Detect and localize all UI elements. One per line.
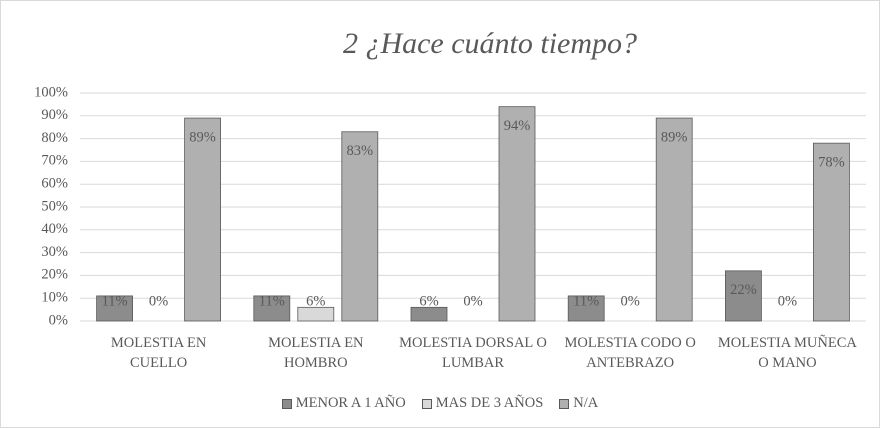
bar [567,295,605,322]
y-tick-label: 20% [41,267,68,283]
bar [96,295,133,322]
data-label: 6% [306,293,325,309]
legend-item: N/A [559,395,598,412]
chart-title: 2 ¿Hace cuánto tiempo? [343,27,637,60]
y-tick-label: 80% [41,130,68,146]
y-tick-label: 60% [41,176,68,192]
bar [498,106,536,322]
y-tick-label: 30% [41,244,68,260]
y-tick-label: 70% [41,153,68,169]
x-tick-label: MOLESTIA DORSAL O LUMBAR [399,335,547,371]
data-label: 0% [621,293,640,309]
x-tick-label: MOLESTIA EN HOMBRO [268,335,364,371]
bar [253,295,291,322]
bar [813,142,850,322]
x-tick-label: MOLESTIA EN CUELLO [110,335,207,371]
bar [410,306,448,322]
data-label: 6% [419,293,438,309]
bar [184,117,222,322]
bar [725,270,762,322]
data-label: 11% [573,293,599,309]
legend-label: MENOR A 1 AÑO [295,395,406,411]
legend-label: MAS DE 3 AÑOS [435,395,544,411]
data-label: 89% [189,129,216,145]
legend-item: MENOR A 1 AÑO [281,395,406,412]
legend-label: N/A [573,395,599,411]
data-label: 0% [149,293,168,309]
data-label: 0% [778,293,797,309]
y-tick-label: 0% [49,312,68,328]
data-label: 94% [504,118,531,134]
y-tick-label: 90% [41,107,68,123]
bar [297,306,335,322]
legend-swatch [281,398,292,409]
data-label: 78% [818,154,845,170]
y-tick-label: 100% [34,84,68,100]
x-tick-label: MOLESTIA CODO O ANTEBRAZO [564,335,696,371]
data-label: 89% [661,129,688,145]
bar [341,131,379,322]
y-tick-label: 10% [41,290,68,306]
legend-item: MAS DE 3 AÑOS [421,395,544,412]
x-tick-label: MOLESTIA MUÑECA O MANO [717,335,857,371]
legend: MENOR A 1 AÑO MAS DE 3 AÑOS N/A [0,395,880,412]
legend-swatch [421,398,432,409]
data-label: 0% [463,293,482,309]
bar [655,117,693,322]
data-label: 83% [347,143,374,159]
y-tick-label: 50% [41,198,68,214]
y-tick-label: 40% [41,221,68,237]
data-label: 11% [102,293,128,309]
legend-swatch [559,398,570,409]
data-label: 22% [730,282,757,298]
data-label: 11% [259,293,285,309]
